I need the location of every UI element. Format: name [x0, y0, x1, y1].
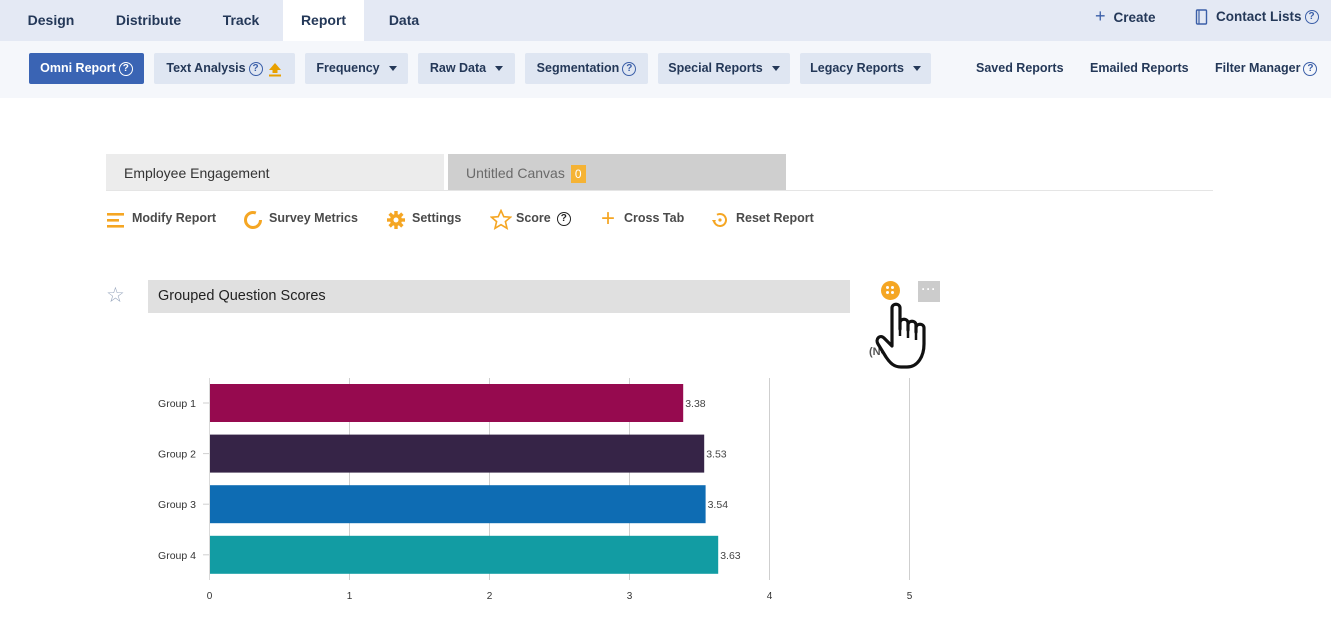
modify-report-button[interactable]: Modify Report	[106, 205, 216, 231]
segmentation-button[interactable]: Segmentation?	[525, 53, 648, 84]
special-reports-button[interactable]: Special Reports	[658, 53, 790, 84]
chevron-down-icon	[912, 66, 921, 72]
x-tick-label: 3	[627, 591, 633, 602]
tab-data[interactable]: Data	[388, 12, 420, 28]
widget-title: Grouped Question Scores	[148, 280, 850, 313]
data-label: 3.53	[706, 449, 727, 461]
question-circle-icon[interactable]: ?	[556, 211, 571, 226]
omni-report-button[interactable]: Omni Report?	[29, 53, 144, 84]
frequency-label: Frequency	[316, 61, 380, 75]
survey-metrics-button[interactable]: Survey Metrics	[243, 205, 358, 231]
score-label: Score	[516, 211, 551, 225]
emailed-reports-link[interactable]: Emailed Reports	[1090, 61, 1189, 75]
frequency-button[interactable]: Frequency	[305, 53, 408, 84]
tab-report[interactable]: Report	[283, 0, 364, 41]
x-tick-label: 4	[767, 591, 773, 602]
legacy-reports-button[interactable]: Legacy Reports	[800, 53, 931, 84]
donut-icon	[243, 206, 263, 232]
chevron-down-icon	[771, 66, 780, 72]
x-tick-label: 5	[907, 591, 913, 602]
question-circle-icon[interactable]: ?	[622, 61, 637, 76]
book-icon	[1195, 0, 1208, 33]
upload-arrow-icon	[267, 53, 283, 84]
top-navigation: Design Distribute Track Report Data + Cre…	[0, 0, 1331, 41]
data-label: 3.54	[708, 499, 729, 511]
count-badge: 0	[570, 165, 586, 184]
reset-report-label: Reset Report	[736, 211, 814, 225]
report-tab-employee-engagement[interactable]: Employee Engagement	[106, 154, 444, 190]
filter-manager-label: Filter Manager	[1215, 61, 1301, 75]
data-label: 3.63	[720, 550, 741, 562]
widget-options-button[interactable]	[881, 281, 900, 300]
create-link[interactable]: + Create	[1095, 0, 1156, 33]
report-tab-label: Untitled Canvas	[466, 165, 565, 181]
x-tick-label: 0	[207, 591, 213, 602]
survey-metrics-label: Survey Metrics	[269, 211, 358, 225]
tab-distribute[interactable]: Distribute	[115, 12, 182, 28]
x-tick-label: 2	[487, 591, 493, 602]
category-label: Group 2	[158, 449, 196, 461]
bar-group-4[interactable]	[210, 535, 719, 574]
filter-manager-link[interactable]: Filter Manager?	[1215, 53, 1318, 84]
raw-data-label: Raw Data	[429, 61, 487, 75]
menu-lines-icon	[106, 206, 126, 232]
legacy-reports-label: Legacy Reports	[810, 61, 904, 75]
settings-label: Settings	[412, 211, 462, 225]
tab-design[interactable]: Design	[27, 12, 75, 28]
star-outline-icon[interactable]: ☆	[106, 284, 125, 307]
plus-icon: +	[600, 204, 615, 232]
category-label: Group 3	[158, 499, 196, 511]
score-button[interactable]: Score?	[489, 205, 571, 232]
bar-group-1[interactable]	[210, 384, 684, 422]
report-tab-untitled-canvas[interactable]: Untitled Canvas 0	[448, 154, 786, 190]
reset-arrow-icon	[710, 206, 730, 232]
modify-report-label: Modify Report	[132, 211, 217, 225]
settings-button[interactable]: Settings	[386, 205, 461, 231]
omni-report-label: Omni Report	[40, 61, 116, 75]
contact-lists-link[interactable]: Contact Lists?	[1195, 0, 1319, 33]
question-circle-icon[interactable]: ?	[1303, 61, 1318, 76]
hand-pointer-icon	[874, 296, 956, 379]
question-circle-icon[interactable]: ?	[248, 61, 263, 76]
x-tick-label: 1	[347, 591, 353, 602]
bar-group-2[interactable]	[210, 434, 705, 473]
gear-icon	[386, 206, 406, 232]
category-label: Group 4	[158, 550, 196, 562]
raw-data-button[interactable]: Raw Data	[418, 53, 515, 84]
contact-lists-label: Contact Lists	[1216, 9, 1302, 24]
tab-track[interactable]: Track	[222, 12, 260, 28]
saved-reports-link[interactable]: Saved Reports	[976, 61, 1064, 75]
chevron-down-icon	[388, 66, 397, 72]
cross-tab-button[interactable]: + Cross Tab	[598, 205, 684, 231]
segmentation-label: Segmentation	[536, 61, 620, 75]
reset-report-button[interactable]: Reset Report	[710, 205, 814, 231]
question-circle-icon[interactable]: ?	[1304, 10, 1319, 25]
star-outline-icon	[489, 206, 513, 232]
question-circle-icon[interactable]: ?	[118, 61, 133, 76]
more-options-button[interactable]: ···	[918, 281, 940, 302]
report-subnav: Omni Report? Text Analysis? Frequency Ra…	[0, 41, 1331, 98]
create-label: Create	[1113, 10, 1156, 25]
plus-icon: +	[1095, 6, 1106, 26]
bar-group-3[interactable]	[210, 485, 706, 524]
text-analysis-button[interactable]: Text Analysis?	[154, 53, 295, 84]
chevron-down-icon	[495, 66, 504, 72]
data-label: 3.38	[685, 398, 706, 410]
tab-divider	[106, 190, 1213, 191]
text-analysis-label: Text Analysis	[166, 61, 246, 75]
special-reports-label: Special Reports	[668, 61, 763, 75]
cross-tab-label: Cross Tab	[624, 211, 685, 225]
category-label: Group 1	[158, 398, 196, 410]
